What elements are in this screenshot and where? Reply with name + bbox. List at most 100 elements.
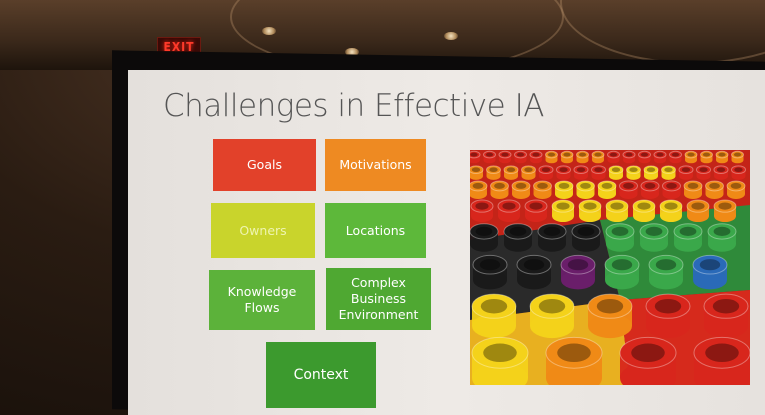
stud-hole [734,167,743,173]
stud-base [694,362,750,385]
stud-top [713,165,729,175]
stud-base [490,189,509,199]
stud-hole [556,202,570,210]
stud-hole [730,182,742,189]
stud-base [576,156,589,164]
stud-base [727,189,745,199]
stud-base [693,270,727,290]
stud-base [552,209,574,223]
stud-top [661,165,676,175]
stud-hole [631,343,665,363]
stud-top [731,150,744,159]
stud-hole [596,298,624,314]
stud-hole [699,259,721,271]
stud-hole [637,202,651,210]
stud-top [503,223,533,240]
stud-hole [655,259,677,271]
stud-hole [516,152,525,157]
stud-hole [558,182,570,189]
stud-hole [664,167,673,173]
stud-top [669,150,682,159]
stud-base [609,172,623,180]
stud-hole [645,226,663,237]
stud-top [524,199,548,213]
stud-base [626,172,641,180]
stud-base [472,313,516,339]
stud-top [486,165,501,175]
stud-base [620,362,676,385]
stud-top [632,199,656,213]
stud-base [662,189,681,199]
stud-top [696,165,711,175]
stud-hole [629,167,638,173]
stud-base [561,156,573,164]
stud-top [597,180,617,192]
stud-base [716,156,728,164]
stud-hole [705,343,739,363]
stud-top [605,223,635,240]
stud-hole [470,152,478,157]
stud-hole [580,182,591,189]
stud-hole [577,226,595,237]
stud-base [646,313,690,339]
stud-base [705,189,724,199]
stud-base [572,236,600,252]
stud-hole [559,167,568,173]
stud-base [525,209,547,223]
stud-top [640,180,660,192]
stud-hole [483,343,517,363]
stud-hole [679,226,697,237]
stud-hole [557,343,591,363]
stud-base [499,156,511,164]
stud-hole [656,152,664,157]
stud-hole [576,167,586,173]
stud-top [471,336,529,369]
stud-hole [583,202,597,210]
stud-top [503,165,519,175]
colorful-building-blocks-icon [470,150,750,385]
stud-top [731,165,746,175]
stud-hole [485,152,494,157]
stud-top [483,150,496,159]
stud-base [472,362,528,385]
stud-base [561,270,595,290]
stud-top [470,199,494,213]
stud-base [538,236,566,252]
stud-top [703,293,749,319]
stud-hole [563,152,571,157]
stud-base [517,270,551,290]
stud-top [490,180,509,192]
ceiling-light-icon [345,48,359,56]
stud-hole [501,152,509,157]
building-blocks-image [470,150,750,385]
stud-top [514,150,527,159]
stud-top [578,199,602,213]
stud-base [654,156,666,164]
stud-top [573,165,589,175]
stud-hole [537,182,548,189]
stud-base [674,236,702,252]
stud-top [576,180,595,192]
ceiling-molding [560,0,765,64]
stud-hole [547,152,556,157]
stud-top [554,180,574,192]
stud-base [591,172,606,180]
tile-complex-business-environment: Complex Business Environment [326,268,431,330]
stud-top [626,165,641,175]
stud-top [545,150,558,159]
stud-top [605,199,629,213]
stud-hole [716,167,726,173]
presentation-slide: Challenges in Effective IA Goals Motivati… [128,70,765,415]
stud-hole [475,202,489,210]
stud-base [708,236,736,252]
stud-top [653,150,667,159]
stud-base [483,156,496,164]
stud-hole [611,167,621,173]
stud-base [545,156,558,164]
stud-hole [472,182,484,189]
stud-base [556,172,571,180]
stud-base [498,209,520,223]
stud-base [470,236,498,252]
stud-top [683,180,703,192]
